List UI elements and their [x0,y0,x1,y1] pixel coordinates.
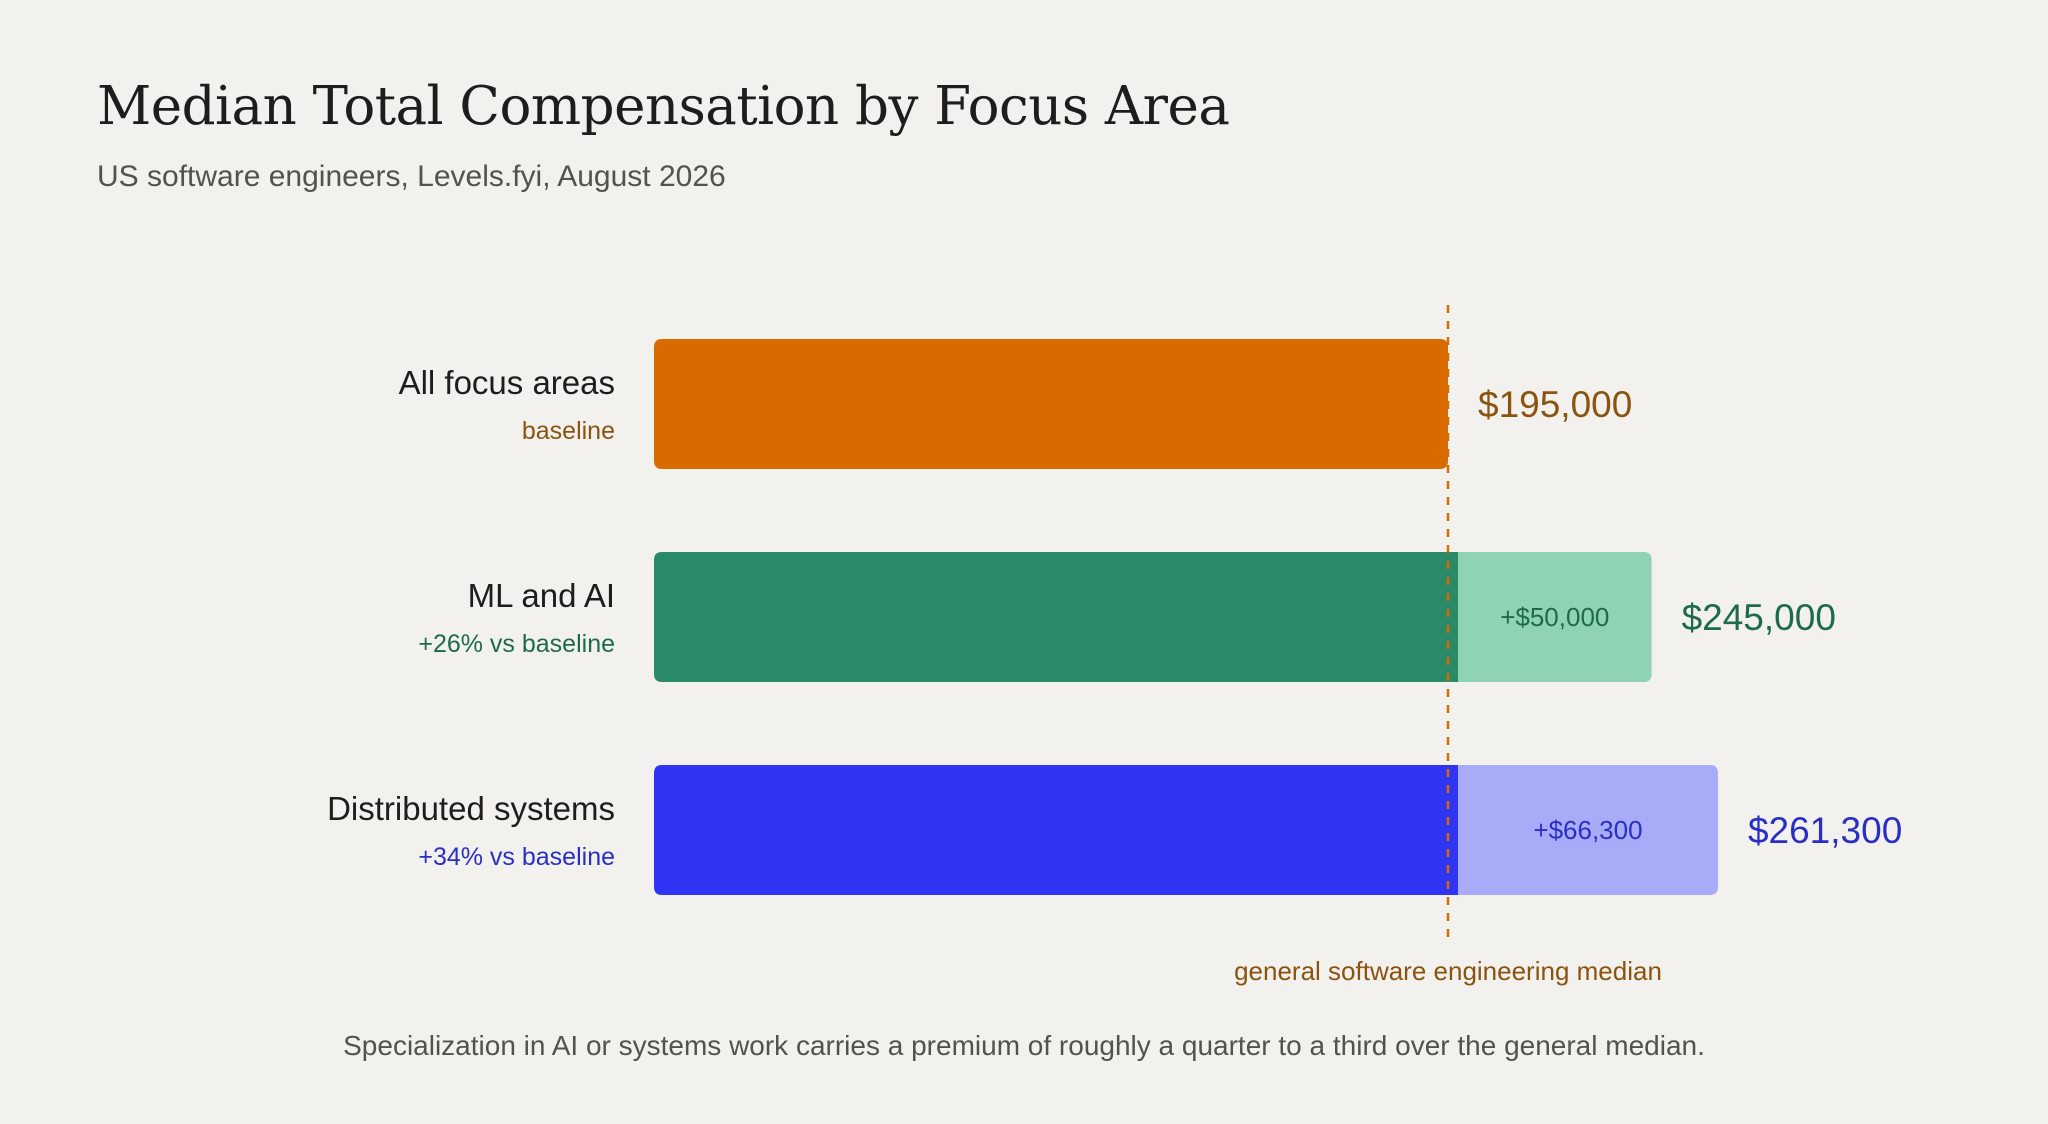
category-note: +34% vs baseline [418,843,615,871]
category-label: Distributed systems [327,790,615,827]
category-note: +26% vs baseline [418,630,615,658]
total-value-label: $261,300 [1748,810,1902,851]
chart-subtitle: US software engineers, Levels.fyi, Augus… [97,160,726,193]
category-note: baseline [522,417,615,445]
premium-value-label: +$50,000 [1500,602,1609,632]
bar-premium-segment [1432,765,1718,895]
bar-baseline-segment [654,339,1448,469]
bar-baseline-segment [654,765,1458,895]
reference-line-label: general software engineering median [1234,956,1662,986]
category-label: ML and AI [468,577,615,614]
total-value-label: $245,000 [1682,597,1836,638]
chart-title: Median Total Compensation by Focus Area [97,76,1230,137]
category-label: All focus areas [399,364,615,401]
bar-premium-segment [1432,552,1652,682]
chart-footnote: Specialization in AI or systems work car… [343,1030,1705,1061]
total-value-label: $195,000 [1478,384,1632,425]
premium-value-label: +$66,300 [1533,815,1642,845]
bar-baseline-segment [654,552,1458,682]
